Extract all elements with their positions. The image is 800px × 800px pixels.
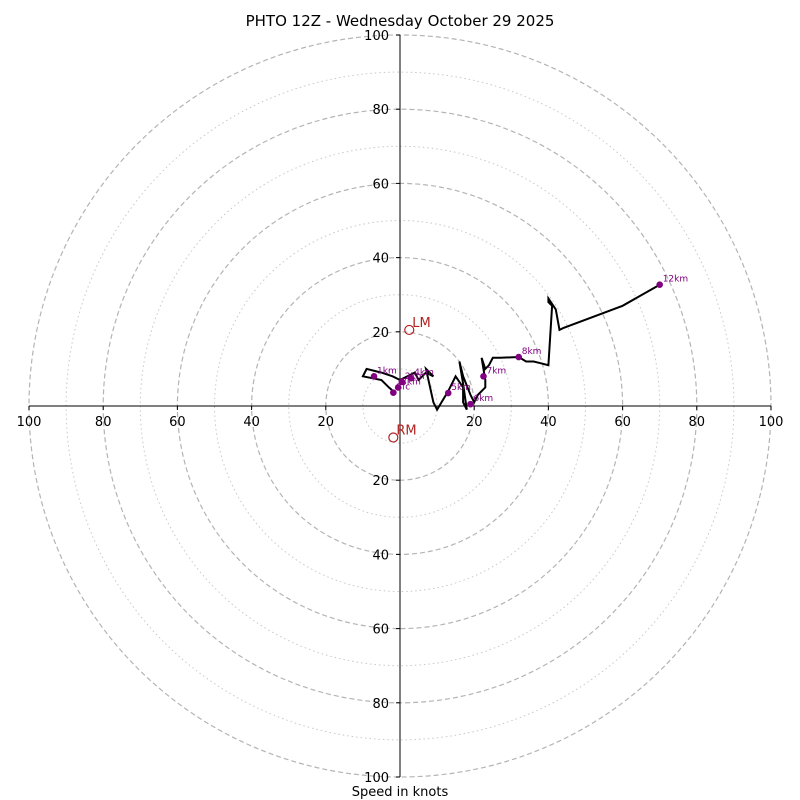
chart-title: PHTO 12Z - Wednesday October 29 2025 <box>246 12 555 30</box>
height-marker-label: 1km <box>377 366 397 376</box>
height-marker-point <box>394 384 402 391</box>
height-marker-point <box>656 281 663 288</box>
y-tick-label: 60 <box>372 177 389 192</box>
height-marker-point <box>444 389 452 397</box>
x-tick-label: 80 <box>689 415 706 430</box>
y-tick-label: 40 <box>372 252 389 267</box>
height-marker-point <box>390 389 397 396</box>
height-marker-point <box>370 373 378 380</box>
height-marker-label: 5km <box>451 383 471 393</box>
height-marker-label: Sfc <box>396 383 410 393</box>
y-tick-label: 20 <box>372 474 389 489</box>
storm-motion-point <box>404 324 415 336</box>
height-marker-point <box>480 373 487 380</box>
storm-motion-markers: LM RM <box>388 316 431 443</box>
x-tick-label: 80 <box>95 415 112 430</box>
y-tick-label: 80 <box>372 697 389 712</box>
storm-motion-label: RM <box>396 424 416 439</box>
height-marker-label: 6km <box>473 394 493 404</box>
x-tick-label: 40 <box>243 415 260 430</box>
height-marker-point <box>398 378 406 386</box>
y-tick-label: 100 <box>364 29 389 44</box>
height-marker-label: 2km <box>405 372 425 382</box>
y-tick-label: 20 <box>372 326 389 341</box>
height-marker-label: 8km <box>522 347 542 357</box>
x-tick-label: 60 <box>169 415 186 430</box>
axis-ticks: 100 80 60 40 20 20 40 60 80 100 20 40 60 80 100 20 40 60 8… <box>17 29 784 786</box>
height-marker-point <box>407 374 415 382</box>
x-tick-label: 20 <box>318 415 335 430</box>
storm-motion-point <box>388 432 399 443</box>
y-tick-label: 40 <box>372 548 389 563</box>
x-tick-label: 20 <box>466 415 483 430</box>
y-tick-label: 80 <box>372 103 389 118</box>
x-tick-label: 60 <box>614 415 631 430</box>
wind-trace-line <box>361 283 661 412</box>
y-tick-label: 100 <box>364 771 389 786</box>
storm-motion-label: LM <box>412 316 430 331</box>
x-tick-label: 100 <box>17 415 42 430</box>
x-tick-label: 100 <box>759 415 784 430</box>
x-axis-label: Speed in knots <box>352 785 449 800</box>
height-marker-label: 3km <box>401 377 421 387</box>
height-marker-point <box>467 400 474 408</box>
x-tick-label: 40 <box>540 415 557 430</box>
axes <box>29 35 771 777</box>
height-marker-point <box>515 353 523 361</box>
wind-trace <box>361 283 661 412</box>
height-marker-label: 7km <box>486 366 506 376</box>
height-marker-label: 4km <box>414 368 434 378</box>
y-tick-label: 60 <box>372 623 389 638</box>
height-marker-label: 12km <box>663 275 688 285</box>
